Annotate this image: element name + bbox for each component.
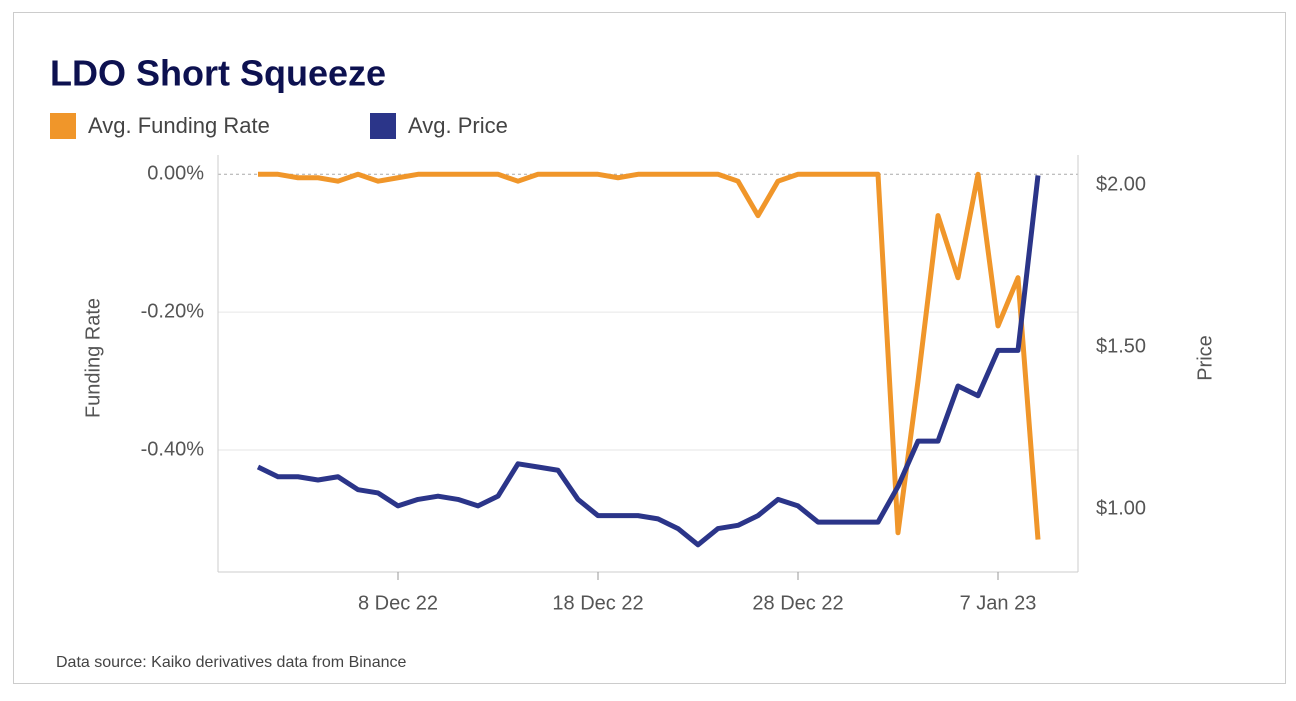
source-note: Data source: Kaiko derivatives data from… bbox=[56, 654, 407, 671]
y2-axis-title: Price bbox=[1194, 335, 1216, 381]
y-axis-title: Funding Rate bbox=[82, 298, 104, 418]
chart-title: LDO Short Squeeze bbox=[50, 53, 386, 94]
x-tick-label: 28 Dec 22 bbox=[752, 592, 843, 614]
series-line bbox=[258, 171, 1041, 540]
legend-swatch bbox=[50, 113, 76, 139]
y2-tick-label: $2.00 bbox=[1096, 173, 1146, 195]
y2-tick-label: $1.50 bbox=[1096, 335, 1146, 357]
legend-label: Avg. Price bbox=[408, 113, 508, 138]
legend-label: Avg. Funding Rate bbox=[88, 113, 270, 138]
y-tick-label: -0.40% bbox=[141, 438, 205, 460]
x-tick-label: 8 Dec 22 bbox=[358, 592, 438, 614]
series-line bbox=[256, 175, 1041, 548]
y-tick-label: 0.00% bbox=[147, 163, 204, 185]
x-tick-label: 18 Dec 22 bbox=[552, 592, 643, 614]
y-tick-label: -0.20% bbox=[141, 300, 205, 322]
frame bbox=[13, 12, 1286, 684]
legend-swatch bbox=[370, 113, 396, 139]
x-tick-label: 7 Jan 23 bbox=[960, 592, 1037, 614]
y2-tick-label: $1.00 bbox=[1096, 497, 1146, 519]
